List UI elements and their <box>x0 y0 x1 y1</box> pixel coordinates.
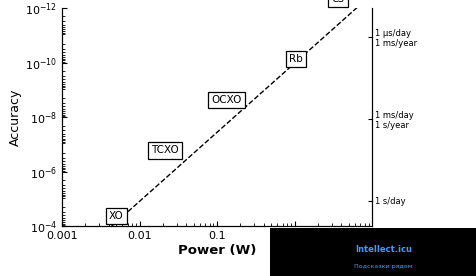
Text: OCXO: OCXO <box>211 95 241 105</box>
Y-axis label: Accuracy: Accuracy <box>9 89 22 146</box>
X-axis label: Power (W): Power (W) <box>178 244 256 257</box>
Text: Intellect.icu: Intellect.icu <box>355 245 411 254</box>
Text: Cs: Cs <box>331 0 344 4</box>
Text: Подсказки рядом: Подсказки рядом <box>354 264 412 269</box>
Text: XO: XO <box>109 211 123 221</box>
Text: Rb: Rb <box>288 54 302 64</box>
Text: TCXO: TCXO <box>150 145 178 155</box>
